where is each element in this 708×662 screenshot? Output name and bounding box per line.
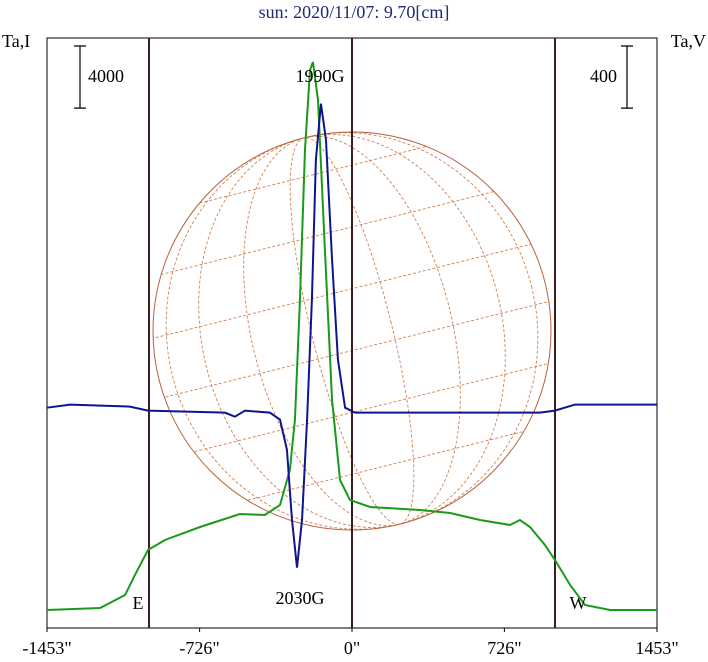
x-tick-label: -726" (179, 638, 219, 658)
x-tick-label: 726" (487, 638, 521, 658)
x-tick-label: 0" (344, 638, 360, 658)
scale-bar (621, 45, 633, 109)
y-axis-label: Ta,I (2, 31, 30, 51)
annotation: W (570, 593, 587, 613)
y2-axis-label: Ta,V (671, 31, 706, 51)
chart-title: sun: 2020/11/07: 9.70[cm] (259, 2, 450, 22)
scale-bar-label: 400 (590, 66, 617, 86)
annotation: 2030G (276, 588, 325, 608)
sun-disk (153, 132, 551, 530)
annotation: 1990G (296, 66, 345, 86)
series-line (46, 103, 657, 568)
annotation: E (133, 593, 144, 613)
scale-bar (74, 45, 86, 109)
series-line (46, 61, 657, 612)
scale-bar-label: 4000 (88, 66, 124, 86)
x-tick-label: 1453" (635, 638, 678, 658)
x-tick-label: -1453" (22, 638, 71, 658)
